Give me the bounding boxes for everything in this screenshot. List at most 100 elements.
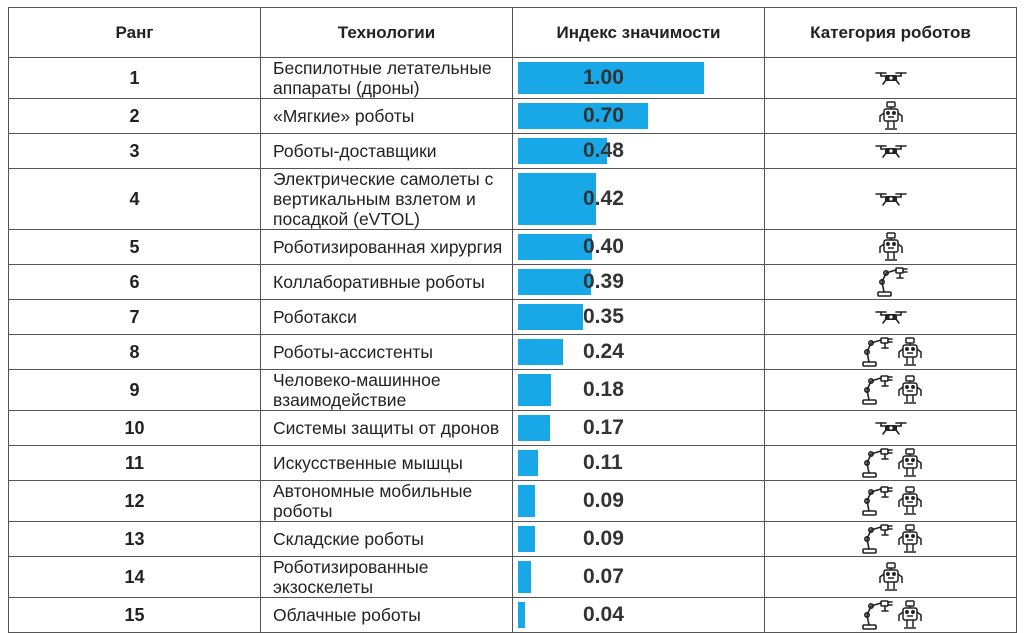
robot-icon xyxy=(897,337,923,367)
robot-icon xyxy=(897,375,923,405)
drone-icon xyxy=(874,143,908,159)
table-row: 12 Автономные мобильные роботы 0.09 xyxy=(8,480,1017,522)
rank-cell: 6 xyxy=(8,264,261,300)
index-value: 0.17 xyxy=(583,416,624,439)
table-row: 10 Системы защиты от дронов 0.17 xyxy=(8,410,1017,446)
index-value: 0.07 xyxy=(583,565,624,588)
table-row: 5 Роботизированная хирургия 0.40 xyxy=(8,229,1017,265)
technology-cell: Автономные мобильные роботы xyxy=(260,480,513,522)
category-cell xyxy=(764,334,1017,370)
index-value: 0.48 xyxy=(583,139,624,162)
category-icons xyxy=(859,600,923,630)
index-value: 0.11 xyxy=(583,451,623,474)
category-icons xyxy=(874,70,908,86)
category-icons xyxy=(874,143,908,159)
index-bar xyxy=(518,173,596,225)
table-row: 2 «Мягкие» роботы 0.70 xyxy=(8,98,1017,134)
robot-arm-icon xyxy=(859,375,893,405)
table-row: 6 Коллаборативные роботы 0.39 xyxy=(8,264,1017,300)
rank-cell: 11 xyxy=(8,445,261,481)
rank-cell: 2 xyxy=(8,98,261,134)
technology-cell: Роботизированные экзоскелеты xyxy=(260,556,513,598)
category-icons xyxy=(859,375,923,405)
index-bar xyxy=(518,269,591,295)
category-icons xyxy=(874,267,908,297)
robot-arm-icon xyxy=(859,337,893,367)
category-cell xyxy=(764,133,1017,169)
category-cell xyxy=(764,521,1017,557)
index-cell: 0.42 xyxy=(512,168,765,230)
index-cell: 0.40 xyxy=(512,229,765,265)
table-body: 1 Беспилотные летательные аппараты (дроны… xyxy=(8,57,1017,633)
index-cell: 0.09 xyxy=(512,480,765,522)
index-cell: 0.39 xyxy=(512,264,765,300)
rank-cell: 13 xyxy=(8,521,261,557)
index-cell: 0.18 xyxy=(512,369,765,411)
index-cell: 1.00 xyxy=(512,57,765,99)
index-cell: 0.17 xyxy=(512,410,765,446)
rank-cell: 5 xyxy=(8,229,261,265)
technology-cell: Роботы-доставщики xyxy=(260,133,513,169)
table-row: 7 Роботакси 0.35 xyxy=(8,299,1017,335)
category-icons xyxy=(878,562,904,592)
category-cell xyxy=(764,168,1017,230)
rank-cell: 9 xyxy=(8,369,261,411)
category-cell xyxy=(764,556,1017,598)
index-value: 0.39 xyxy=(583,270,624,293)
robot-icon xyxy=(897,448,923,478)
table-row: 9 Человеко-машинное взаимодействие 0.18 xyxy=(8,369,1017,411)
table-row: 8 Роботы-ассистенты 0.24 xyxy=(8,334,1017,370)
technology-cell: Облачные роботы xyxy=(260,597,513,633)
index-value: 0.09 xyxy=(583,527,624,550)
table-row: 15 Облачные роботы 0.04 xyxy=(8,597,1017,633)
category-icons xyxy=(874,420,908,436)
technology-cell: Человеко-машинное взаимодействие xyxy=(260,369,513,411)
technology-cell: Роботы-ассистенты xyxy=(260,334,513,370)
category-cell xyxy=(764,480,1017,522)
category-icons xyxy=(859,524,923,554)
robot-arm-icon xyxy=(859,524,893,554)
index-bar xyxy=(518,485,535,517)
table-row: 13 Складские роботы 0.09 xyxy=(8,521,1017,557)
index-bar xyxy=(518,526,535,552)
index-bar xyxy=(518,103,648,129)
table-row: 14 Роботизированные экзоскелеты 0.07 xyxy=(8,556,1017,598)
header-index: Индекс значимости xyxy=(512,7,765,58)
robot-arm-icon xyxy=(859,600,893,630)
category-cell xyxy=(764,597,1017,633)
drone-icon xyxy=(874,191,908,207)
index-value: 0.18 xyxy=(583,378,624,401)
technology-cell: Беспилотные летательные аппараты (дроны) xyxy=(260,57,513,99)
drone-icon xyxy=(874,309,908,325)
table-row: 3 Роботы-доставщики 0.48 xyxy=(8,133,1017,169)
category-icons xyxy=(878,101,904,131)
technology-cell: Коллаборативные роботы xyxy=(260,264,513,300)
index-value: 0.24 xyxy=(583,340,624,363)
index-value: 1.00 xyxy=(583,66,624,89)
rank-cell: 12 xyxy=(8,480,261,522)
category-icons xyxy=(874,309,908,325)
robot-arm-icon xyxy=(859,448,893,478)
index-value: 0.04 xyxy=(583,603,624,626)
index-bar xyxy=(518,415,550,441)
index-bar xyxy=(518,234,592,260)
category-icons xyxy=(859,486,923,516)
index-bar xyxy=(518,450,538,476)
index-value: 0.09 xyxy=(583,489,624,512)
technology-ranking-table: Ранг Технологии Индекс значимости Катего… xyxy=(8,7,1017,633)
category-cell xyxy=(764,229,1017,265)
index-cell: 0.24 xyxy=(512,334,765,370)
index-cell: 0.04 xyxy=(512,597,765,633)
technology-cell: Системы защиты от дронов xyxy=(260,410,513,446)
category-cell xyxy=(764,410,1017,446)
category-cell xyxy=(764,57,1017,99)
category-icons xyxy=(859,337,923,367)
robot-arm-icon xyxy=(859,486,893,516)
technology-cell: Электрические самолеты с вертикальным вз… xyxy=(260,168,513,230)
category-icons xyxy=(859,448,923,478)
category-cell xyxy=(764,369,1017,411)
rank-cell: 1 xyxy=(8,57,261,99)
robot-icon xyxy=(878,562,904,592)
index-value: 0.40 xyxy=(583,235,624,258)
category-cell xyxy=(764,299,1017,335)
